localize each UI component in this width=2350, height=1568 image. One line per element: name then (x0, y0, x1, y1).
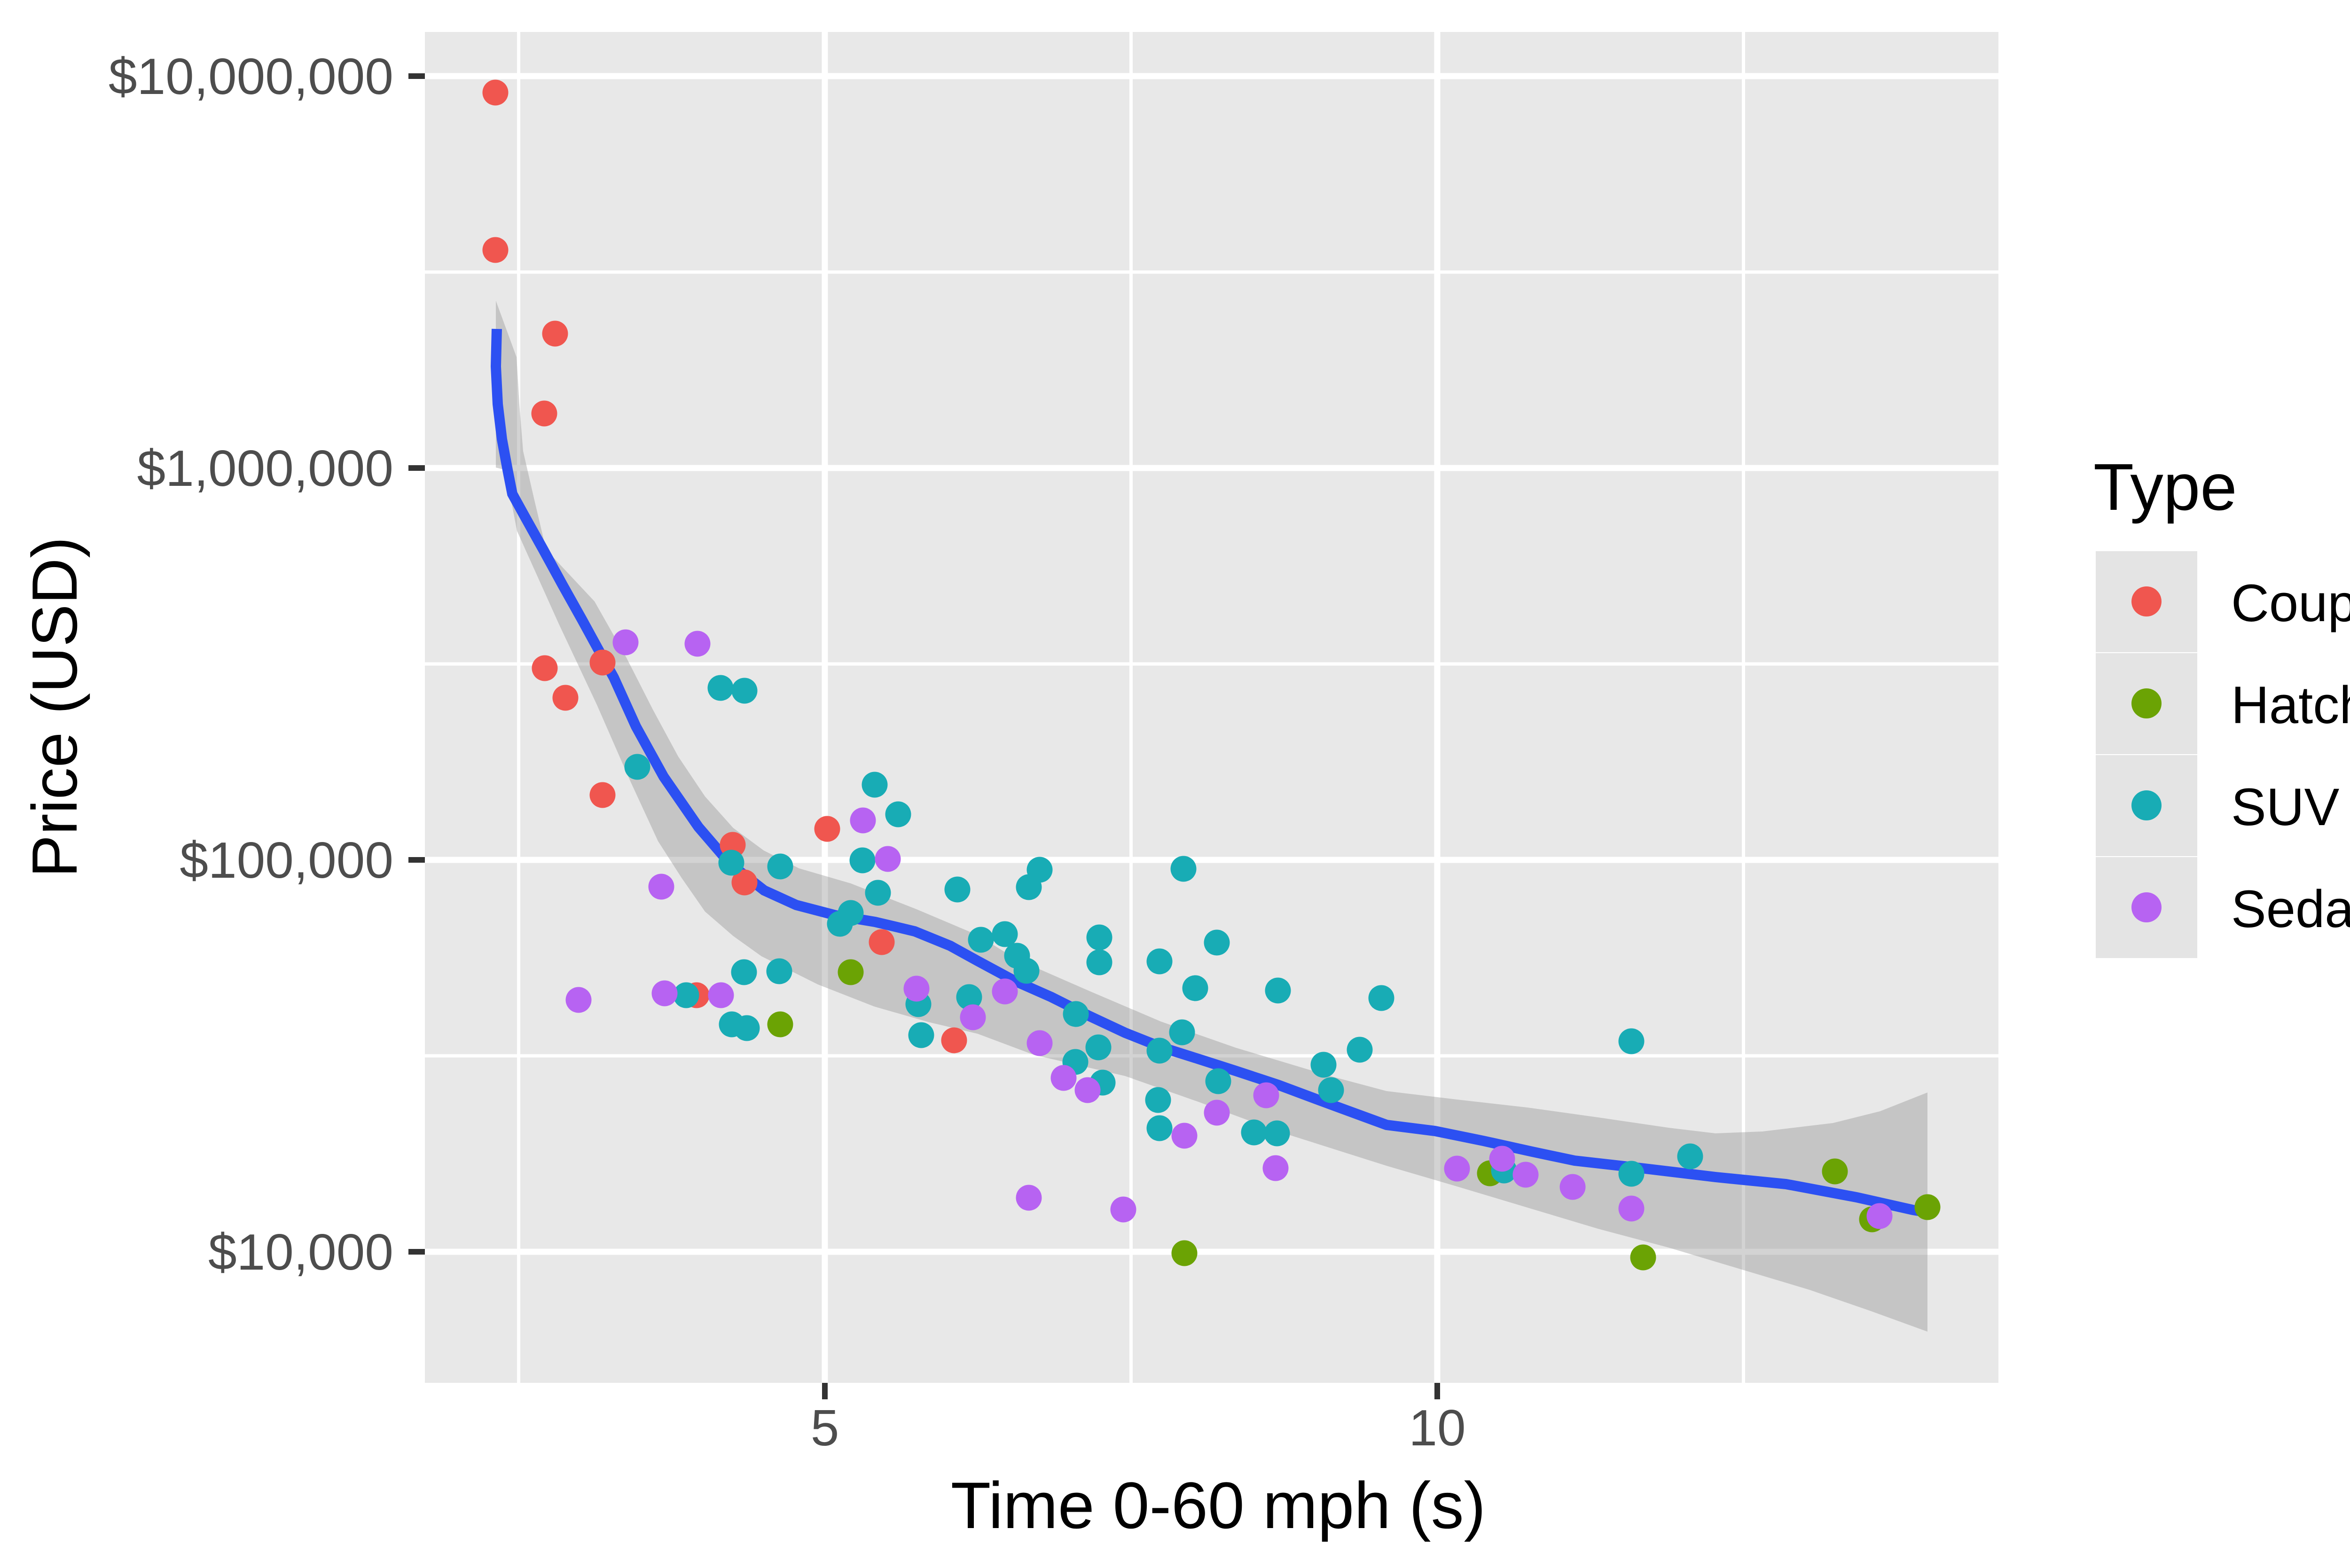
svg-text:Hatchback: Hatchback (2231, 676, 2350, 734)
svg-text:Price (USD): Price (USD) (19, 537, 90, 877)
svg-text:Sedan: Sedan (2231, 880, 2350, 938)
svg-text:Type: Type (2093, 450, 2237, 524)
svg-text:10: 10 (1409, 1399, 1465, 1457)
svg-text:SUV: SUV (2231, 778, 2340, 836)
svg-text:$1,000,000: $1,000,000 (137, 440, 393, 497)
svg-text:Coupe: Coupe (2231, 574, 2350, 632)
svg-text:$100,000: $100,000 (180, 832, 393, 889)
svg-text:5: 5 (811, 1399, 839, 1457)
svg-text:$10,000,000: $10,000,000 (109, 48, 393, 105)
svg-text:$10,000: $10,000 (208, 1224, 393, 1281)
svg-text:Time 0-60 mph (s): Time 0-60 mph (s) (951, 1468, 1486, 1542)
